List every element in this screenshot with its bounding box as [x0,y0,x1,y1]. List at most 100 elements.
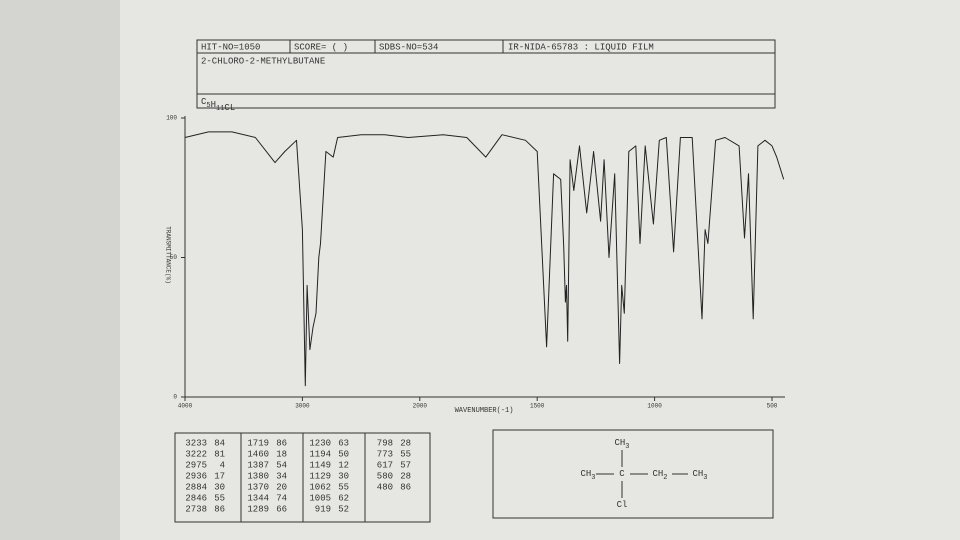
peak-transmittance: 86 [400,482,411,492]
peak-transmittance: 18 [276,449,287,459]
peak-wavenumber: 2884 [185,482,207,492]
x-tick-label: 4000 [178,403,193,410]
peak-transmittance: 55 [338,482,349,492]
peak-transmittance: 28 [400,438,411,448]
peak-transmittance: 81 [214,449,225,459]
peak-transmittance: 17 [214,471,225,481]
peak-wavenumber: 580 [377,471,393,481]
formula-part: C [201,97,207,107]
paper-shadow [0,0,120,540]
peak-wavenumber: 798 [377,438,393,448]
x-tick-label: 1000 [647,403,662,410]
formula: C5H11CL [201,97,235,113]
atom-subscript: 2 [663,474,667,482]
peak-wavenumber: 1230 [309,438,331,448]
peak-transmittance: 55 [400,449,411,459]
atom-subscript: 3 [591,474,595,482]
peak-wavenumber: 1289 [247,504,269,514]
peak-transmittance: 12 [338,460,349,470]
atom-label: Cl [617,500,628,510]
peak-transmittance: 66 [276,504,287,514]
atom-symbol: CH [614,438,625,448]
spectrum-line [184,131,785,387]
peak-wavenumber: 3233 [185,438,207,448]
atom-label: C [619,469,625,479]
spectrum-chart: TRANSMITTANCE(%) WAVENUMBER(-1) 4000 3000… [164,115,785,415]
y-tick-label: 50 [170,254,178,261]
sdbs-no: SDBS-NO=534 [379,42,438,52]
peak-wavenumber: 2846 [185,493,207,503]
formula-part: H [211,100,216,110]
peak-wavenumber: 1149 [309,460,331,470]
peak-transmittance: 86 [214,504,225,514]
hit-no: HIT-NO=1050 [201,42,260,52]
peak-transmittance: 28 [400,471,411,481]
x-tick-label: 2000 [413,403,428,410]
atom-label: CH2 [652,469,667,481]
atom-label: CH3 [692,469,707,481]
atom-symbol: CH [652,469,663,479]
peak-wavenumber: 1370 [247,482,269,492]
bonds [596,450,688,498]
peak-wavenumber: 1062 [309,482,331,492]
x-tick-label: 1500 [530,403,545,410]
header-box [196,39,776,109]
compound-name: 2-CHLORO-2-METHYLBUTANE [201,56,325,66]
atom-subscript: 3 [703,474,707,482]
peak-transmittance: 54 [276,460,287,470]
ir-code: IR-NIDA-65783 : LIQUID FILM [508,42,654,52]
peak-transmittance: 20 [276,482,287,492]
peak-wavenumber: 1387 [247,460,269,470]
atom-symbol: Cl [617,500,628,510]
peak-wavenumber: 1344 [247,493,269,503]
formula-subscript: 5 [206,102,210,110]
atom-symbol: CH [580,469,591,479]
peak-transmittance: 34 [276,471,287,481]
peak-wavenumber: 2975 [185,460,207,470]
x-axis-label: WAVENUMBER(-1) [455,407,514,415]
peak-transmittance: 63 [338,438,349,448]
atom-symbol: CH [692,469,703,479]
peak-transmittance: 55 [214,493,225,503]
peak-wavenumber: 480 [377,482,393,492]
peak-wavenumber: 617 [377,460,393,470]
formula-part: CL [224,103,235,113]
peak-wavenumber: 2738 [185,504,207,514]
peak-wavenumber: 1719 [247,438,269,448]
peak-transmittance: 74 [276,493,287,503]
peak-transmittance: 4 [220,460,225,470]
peak-wavenumber: 1460 [247,449,269,459]
y-tick-label: 0 [173,394,177,401]
peak-wavenumber: 919 [315,504,331,514]
peak-transmittance: 52 [338,504,349,514]
score: SCORE= ( ) [294,42,348,52]
x-tick-label: 500 [767,403,778,410]
y-tick-label: 100 [166,115,177,122]
peak-wavenumber: 3222 [185,449,207,459]
formula-subscript: 11 [216,105,224,113]
atom-symbol: C [619,469,625,479]
peak-wavenumber: 1005 [309,493,331,503]
peak-transmittance: 30 [214,482,225,492]
peak-transmittance: 57 [400,460,411,470]
atom-subscript: 3 [625,443,629,451]
atom-label: CH3 [614,438,629,450]
y-axis-label: TRANSMITTANCE(%) [164,226,171,284]
peak-wavenumber: 1194 [309,449,331,459]
peak-table: 3233 84 3222 81 2975 4 2936 17 2884 30 2846 55 2738 8… [185,433,411,522]
peak-transmittance: 62 [338,493,349,503]
peak-transmittance: 50 [338,449,349,459]
peak-wavenumber: 1380 [247,471,269,481]
x-tick-label: 3000 [295,403,310,410]
peak-wavenumber: 773 [377,449,393,459]
atom-label: CH3 [580,469,595,481]
peak-wavenumber: 2936 [185,471,207,481]
peak-transmittance: 84 [214,438,225,448]
structure-box [492,429,774,519]
peak-wavenumber: 1129 [309,471,331,481]
peak-transmittance: 86 [276,438,287,448]
peak-transmittance: 30 [338,471,349,481]
